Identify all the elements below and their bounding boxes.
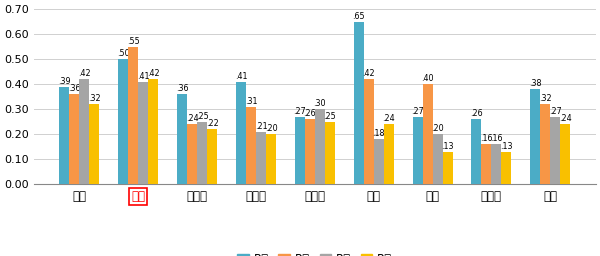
Text: .36: .36 — [176, 84, 188, 93]
Bar — [413, 117, 422, 184]
Text: .42: .42 — [362, 69, 375, 78]
Bar — [481, 144, 491, 184]
Bar — [502, 152, 511, 184]
Bar — [79, 79, 89, 184]
Text: .26: .26 — [304, 109, 316, 118]
Text: .13: .13 — [441, 142, 454, 151]
Bar — [138, 82, 148, 184]
Text: .55: .55 — [127, 37, 140, 46]
Text: .24: .24 — [382, 114, 395, 123]
Text: .38: .38 — [529, 79, 542, 88]
Text: .13: .13 — [500, 142, 512, 151]
Bar — [560, 124, 570, 184]
Text: .40: .40 — [421, 74, 434, 83]
Text: .36: .36 — [68, 84, 80, 93]
Bar — [197, 122, 207, 184]
Bar — [118, 59, 128, 184]
Bar — [59, 87, 70, 184]
Text: .16: .16 — [490, 134, 503, 143]
Text: .30: .30 — [314, 99, 326, 108]
Text: .21: .21 — [254, 122, 267, 131]
Bar — [325, 122, 335, 184]
Text: .18: .18 — [373, 129, 385, 138]
Bar — [236, 82, 246, 184]
Text: .22: .22 — [206, 119, 218, 128]
Text: .27: .27 — [549, 107, 562, 116]
Bar — [89, 104, 100, 184]
Text: .25: .25 — [323, 112, 336, 121]
Text: .42: .42 — [147, 69, 160, 78]
Text: .27: .27 — [293, 107, 306, 116]
Text: .16: .16 — [480, 134, 493, 143]
Bar — [305, 119, 315, 184]
Legend: R１, R２, R３, R４: R１, R２, R３, R４ — [233, 248, 397, 256]
Text: .24: .24 — [559, 114, 572, 123]
Text: .42: .42 — [78, 69, 91, 78]
Bar — [246, 107, 256, 184]
Bar — [207, 129, 217, 184]
Bar — [491, 144, 502, 184]
Text: .24: .24 — [186, 114, 199, 123]
Text: .39: .39 — [58, 77, 71, 86]
Text: .41: .41 — [137, 72, 149, 81]
Text: .27: .27 — [411, 107, 424, 116]
Bar — [422, 84, 433, 184]
Bar — [550, 117, 560, 184]
Bar — [266, 134, 276, 184]
Bar — [374, 139, 383, 184]
Bar — [177, 94, 187, 184]
Text: .65: .65 — [352, 12, 365, 21]
Bar — [315, 109, 325, 184]
Text: .32: .32 — [539, 94, 551, 103]
Bar — [295, 117, 305, 184]
Bar — [353, 22, 364, 184]
Bar — [530, 89, 540, 184]
Bar — [433, 134, 443, 184]
Bar — [256, 132, 266, 184]
Text: .25: .25 — [196, 112, 208, 121]
Bar — [187, 124, 197, 184]
Bar — [472, 119, 481, 184]
Text: .50: .50 — [117, 49, 130, 58]
Bar — [540, 104, 550, 184]
Text: .26: .26 — [470, 109, 483, 118]
Bar — [383, 124, 394, 184]
Text: .32: .32 — [88, 94, 101, 103]
Bar — [364, 79, 374, 184]
Bar — [443, 152, 452, 184]
Text: .31: .31 — [245, 97, 257, 106]
Text: .41: .41 — [235, 72, 247, 81]
Bar — [70, 94, 79, 184]
Bar — [128, 47, 138, 184]
Text: .20: .20 — [265, 124, 277, 133]
Text: .20: .20 — [431, 124, 444, 133]
Bar — [148, 79, 158, 184]
